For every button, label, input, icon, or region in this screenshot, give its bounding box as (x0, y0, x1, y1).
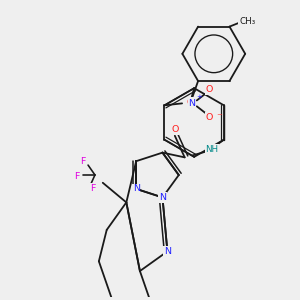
Text: O: O (206, 85, 213, 94)
Text: F: F (75, 172, 80, 182)
Text: CH₃: CH₃ (239, 17, 255, 26)
Text: NH: NH (206, 145, 219, 154)
Text: N: N (188, 99, 195, 108)
Text: O: O (171, 125, 178, 134)
Text: N: N (133, 184, 140, 194)
Text: N: N (159, 193, 166, 202)
Text: O: O (187, 98, 194, 107)
Text: F: F (80, 157, 86, 166)
Text: O: O (206, 112, 213, 122)
Text: +: + (196, 94, 202, 100)
Text: F: F (90, 184, 96, 193)
Text: ⁻: ⁻ (216, 112, 222, 122)
Text: N: N (164, 247, 171, 256)
